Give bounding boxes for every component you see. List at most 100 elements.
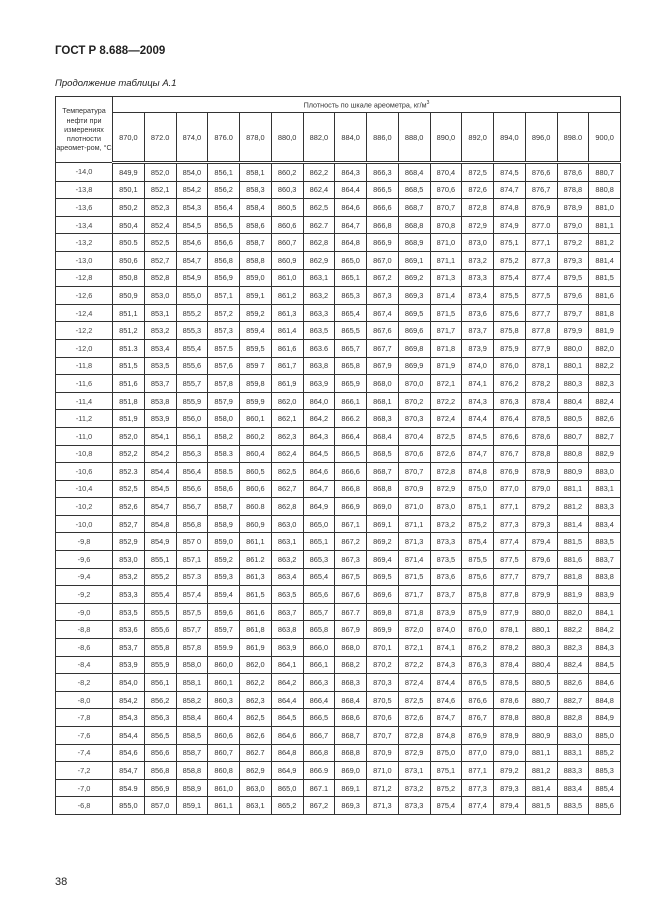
density-cell: 869,3 <box>334 796 367 815</box>
density-cell: 866,4 <box>302 690 336 710</box>
density-cell: 875,2 <box>493 250 526 270</box>
density-cell: 876,2 <box>461 638 494 657</box>
table-row: -7,0 854.9 856,9 858,9 861,0 863,0 865,0 867.1 8… <box>55 778 621 798</box>
temperature-cell: -9,8 <box>55 532 113 552</box>
density-cell: 854,2 <box>175 180 209 200</box>
density-cell: 873,2 <box>397 778 431 798</box>
density-cell: 856,4 <box>175 462 209 481</box>
density-cell: 859,6 <box>207 602 240 622</box>
page-number: 38 <box>55 876 68 888</box>
table-row: -10,0 852,7 854,8 856,8 858,9 860,9 863,0 865,0… <box>55 514 621 534</box>
density-cell: 883,5 <box>556 796 590 815</box>
density-cell: 856,1 <box>175 426 209 446</box>
density-cell: 879,3 <box>524 514 558 534</box>
density-cell: 868,4 <box>366 426 399 446</box>
density-cell: 865,4 <box>302 567 336 587</box>
density-cell: 868,8 <box>334 743 367 763</box>
density-cell: 875,6 <box>493 303 526 323</box>
density-cell: 879,6 <box>556 286 590 305</box>
density-cell: 861,1 <box>239 532 272 552</box>
density-cell: 855,4 <box>143 585 177 604</box>
density-cell: 858,4 <box>175 708 209 727</box>
density-cell: 860,8 <box>207 761 240 780</box>
column-header-row: 870,0 872.0 874,0 876.0 878,0 880,0 882,0 884,0… <box>56 112 621 164</box>
density-cell: 864,9 <box>270 761 304 780</box>
density-cell: 882,0 <box>556 602 590 622</box>
density-header-text: Плотность по шкале ареометра, кг/м <box>303 100 427 110</box>
density-cell: 866,5 <box>334 444 367 464</box>
density-cell: 867.1 <box>302 778 336 798</box>
density-cell: 859,9 <box>239 391 272 411</box>
column-header: 888,0 <box>397 112 431 164</box>
density-cell: 855,8 <box>143 638 177 657</box>
density-cell: 869,2 <box>366 532 399 552</box>
density-cell: 884,8 <box>588 690 621 710</box>
temperature-cell: -6,8 <box>55 796 113 815</box>
density-cell: 881,8 <box>556 567 590 587</box>
density-cell: 865,9 <box>334 374 367 393</box>
density-cell: 876,6 <box>461 690 494 710</box>
density-cell: 856,6 <box>175 479 209 499</box>
density-cell: 878,2 <box>524 374 558 393</box>
density-cell: 850,8 <box>112 268 145 288</box>
table-row: -12,6 850,9 853,0 855,0 857,1 859,1 861,2 863,2… <box>55 286 621 305</box>
density-cell: 872,5 <box>397 690 431 710</box>
table-row: -12,8 850,8 852,8 854,9 856,9 859,0 861,0 863,1… <box>55 268 621 288</box>
density-cell: 880,7 <box>556 426 590 446</box>
density-cell: 854,6 <box>112 743 145 763</box>
table-row: -8,2 854,0 856,1 858,1 860,1 862,2 864,2 866,3 8… <box>55 673 621 692</box>
density-cell: 885,2 <box>588 743 621 763</box>
density-cell: 857,9 <box>207 391 240 411</box>
table-row: -10,2 852,6 854,7 856,7 858,7 860.8 862,8 864,9… <box>55 497 621 516</box>
density-cell: 868,1 <box>366 391 399 411</box>
density-cell: 855,0 <box>112 796 145 815</box>
density-cell: 882,4 <box>556 655 590 675</box>
density-cell: 876,5 <box>461 673 494 692</box>
density-cell: 875,8 <box>493 321 526 340</box>
density-cell: 873,2 <box>429 514 463 534</box>
density-cell: 852,0 <box>143 162 177 182</box>
density-cell: 874,3 <box>461 391 494 411</box>
temperature-cell: -8,8 <box>55 620 113 640</box>
density-cell: 873,3 <box>461 268 494 288</box>
density-cell: 865,1 <box>334 268 367 288</box>
density-cell: 854,3 <box>112 708 145 727</box>
density-cell: 858,7 <box>207 497 240 516</box>
density-cell: 875,0 <box>429 743 463 763</box>
density-cell: 852,2 <box>112 444 145 464</box>
density-cell: 880,8 <box>556 444 590 464</box>
density-cell: 853,1 <box>143 303 177 323</box>
temperature-cell: -10,0 <box>55 514 113 534</box>
column-header: 886,0 <box>366 112 399 164</box>
temperature-cell: -11,6 <box>55 374 113 393</box>
temperature-cell: -13,2 <box>55 233 113 252</box>
density-cell: 868,7 <box>334 726 367 745</box>
density-cell: 856,9 <box>207 268 240 288</box>
density-cell: 854,1 <box>143 426 177 446</box>
density-cell: 868,4 <box>397 162 431 182</box>
density-cell: 870,1 <box>366 638 399 657</box>
density-cell: 869,9 <box>366 620 399 640</box>
density-cell: 856,5 <box>207 215 240 235</box>
density-cell: 874,7 <box>429 708 463 727</box>
density-cell: 850.5 <box>112 233 145 252</box>
density-cell: 870,9 <box>397 479 431 499</box>
density-cell: 859,8 <box>239 374 272 393</box>
density-cell: 866,9 <box>334 497 367 516</box>
table-row: -13,0 850,6 852,7 854,7 856,8 858,8 860,9 862,9… <box>55 250 621 270</box>
density-cell: 878,9 <box>524 462 558 481</box>
density-cell: 862,9 <box>302 250 336 270</box>
density-cell: 866,8 <box>366 215 399 235</box>
density-cell: 864,3 <box>334 162 367 182</box>
density-cell: 878,6 <box>493 690 526 710</box>
table-row: -11,0 852,0 854,1 856,1 858,2 860,2 862,3 864,3… <box>55 426 621 446</box>
density-cell: 853,5 <box>143 356 177 376</box>
density-cell: 860,0 <box>207 655 240 675</box>
density-cell: 850,6 <box>112 250 145 270</box>
density-cell: 879,2 <box>524 497 558 516</box>
density-cell: 872,8 <box>429 462 463 481</box>
density-cell: 852,7 <box>112 514 145 534</box>
density-cell: 871,7 <box>397 585 431 604</box>
density-cell: 869,6 <box>397 321 431 340</box>
density-cell: 859,5 <box>239 338 272 358</box>
